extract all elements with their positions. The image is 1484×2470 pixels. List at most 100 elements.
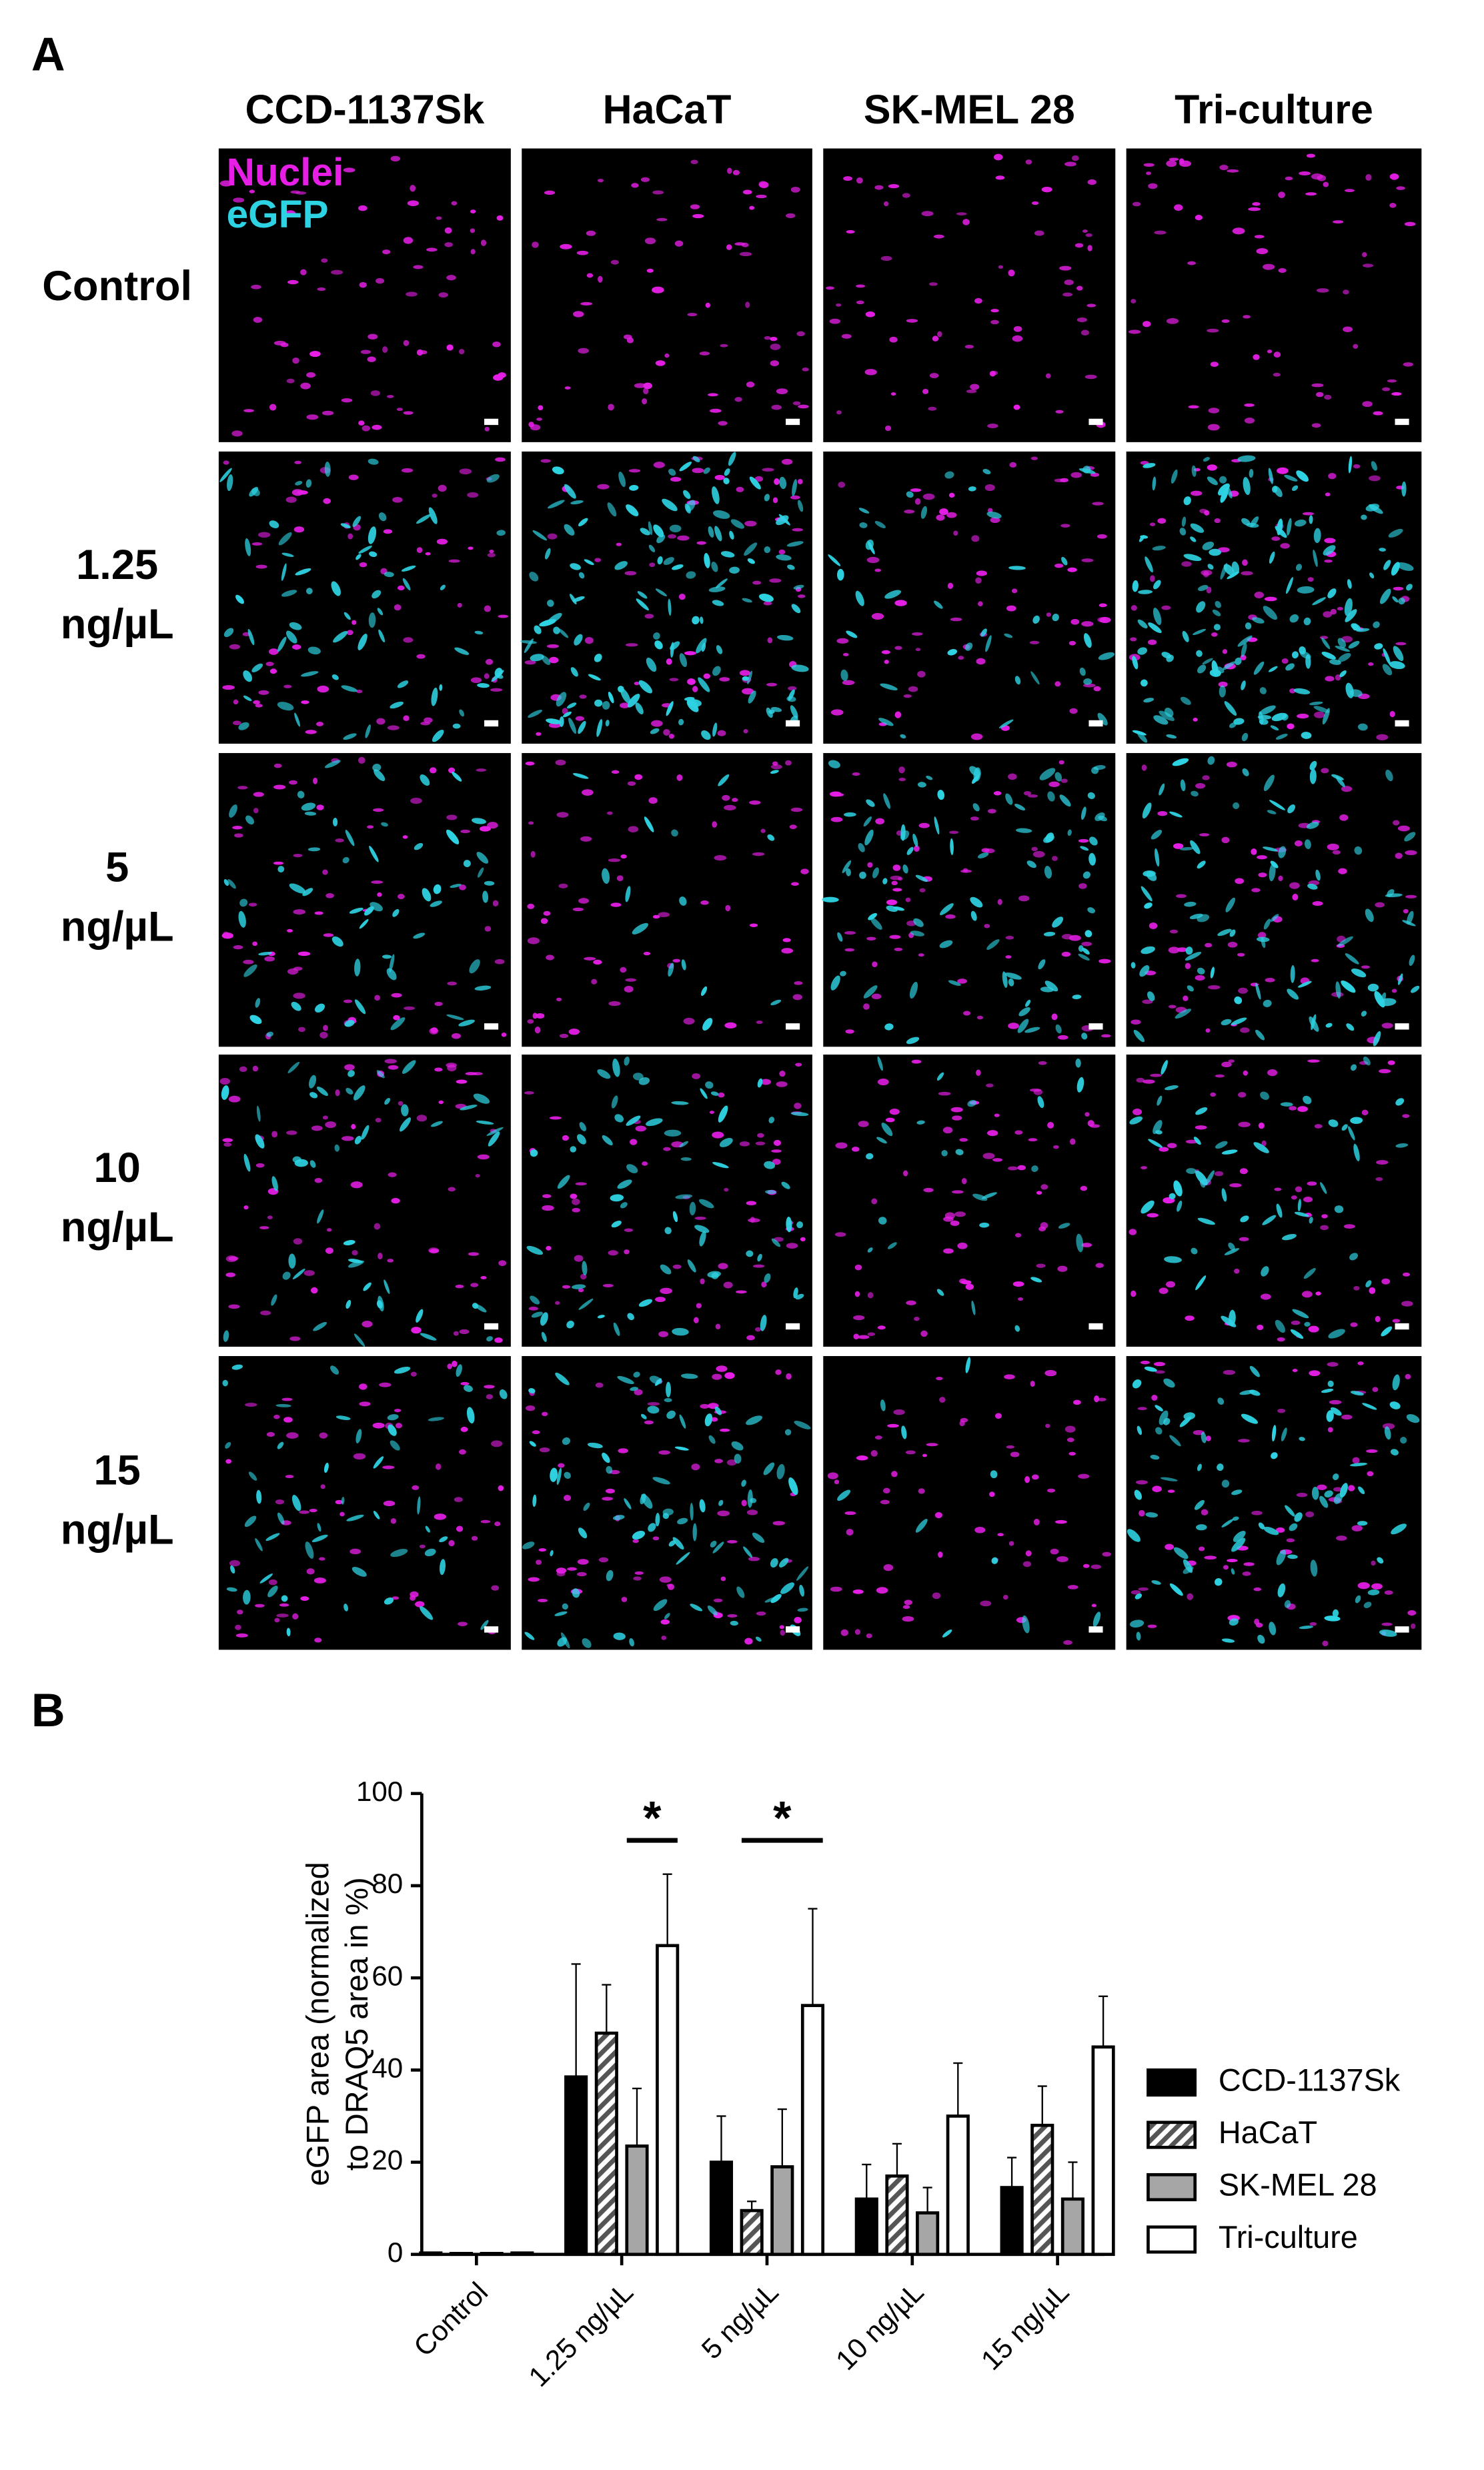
egfp-cell	[1335, 646, 1350, 652]
nucleus	[608, 1001, 621, 1007]
nucleus	[367, 334, 378, 340]
nucleus	[1396, 186, 1405, 190]
nucleus	[1141, 764, 1147, 771]
nucleus	[655, 360, 666, 366]
egfp-cell	[937, 790, 945, 800]
nucleus	[547, 533, 558, 540]
nucleus	[403, 637, 414, 643]
egfp-cell	[757, 1078, 763, 1088]
nucleus	[438, 1100, 444, 1105]
nucleus	[1402, 1114, 1410, 1118]
nucleus	[1140, 1360, 1151, 1365]
egfp-cell	[1169, 1193, 1176, 1199]
nucleus	[273, 861, 284, 865]
egfp-cell	[1344, 598, 1353, 616]
nucleus	[872, 961, 878, 968]
nucleus	[624, 571, 637, 576]
nucleus	[1157, 810, 1168, 816]
egfp-cell	[348, 1259, 363, 1263]
egfp-cell	[760, 1315, 767, 1331]
egfp-cell	[1367, 983, 1379, 992]
nucleus	[624, 986, 634, 993]
nucleus	[1291, 1320, 1301, 1325]
nucleus	[382, 1465, 395, 1469]
micrograph-background	[218, 148, 511, 442]
egfp-cell	[238, 722, 249, 730]
egfp-cell	[710, 1091, 719, 1096]
egfp-cell	[1281, 1233, 1297, 1241]
nucleus	[1242, 1571, 1251, 1576]
egfp-cell	[287, 1061, 300, 1073]
nucleus	[1313, 711, 1325, 718]
nucleus	[790, 187, 800, 193]
egfp-cell	[311, 1534, 328, 1543]
egfp-cell	[1289, 1523, 1298, 1531]
egfp-cell	[915, 1519, 928, 1533]
nucleus	[610, 259, 619, 265]
egfp-cell	[245, 815, 254, 825]
egfp-cell	[1155, 1405, 1163, 1411]
nucleus	[306, 1568, 315, 1575]
nucleus	[232, 720, 241, 726]
egfp-cell	[464, 1385, 473, 1392]
egfp-cell	[644, 816, 654, 832]
egfp-cell	[844, 812, 856, 817]
egfp-cell	[1185, 952, 1202, 961]
egfp-cell	[887, 1242, 897, 1249]
egfp-cell	[291, 1494, 301, 1511]
egfp-cell	[1349, 689, 1363, 697]
nucleus	[323, 1025, 328, 1031]
egfp-cell	[1257, 1634, 1265, 1644]
nucleus	[982, 1153, 995, 1159]
nucleus	[906, 319, 918, 323]
nucleus	[233, 945, 243, 950]
nucleus	[773, 1139, 781, 1147]
egfp-cell	[1332, 1609, 1339, 1618]
nucleus	[1329, 1399, 1342, 1405]
egfp-cell	[307, 847, 321, 852]
nucleus	[1015, 1233, 1022, 1238]
nucleus	[854, 1264, 862, 1271]
nucleus	[644, 237, 656, 245]
egfp-cell	[1249, 469, 1254, 478]
nucleus	[536, 1560, 542, 1565]
nucleus	[492, 341, 501, 348]
nucleus	[724, 804, 736, 810]
egfp-cell	[1350, 1117, 1363, 1124]
row-label: 10	[93, 1145, 140, 1191]
nucleus	[273, 340, 286, 346]
nucleus	[562, 1135, 570, 1141]
column-header: HaCaT	[603, 87, 732, 132]
egfp-cell	[288, 1253, 296, 1269]
egfp-cell	[367, 458, 379, 465]
nucleus	[489, 549, 494, 554]
nucleus	[374, 995, 381, 1001]
egfp-cell	[1232, 1516, 1239, 1521]
egfp-cell	[359, 918, 369, 929]
nucleus	[470, 677, 482, 684]
egfp-cell	[1159, 710, 1175, 721]
egfp-cell	[633, 1371, 640, 1378]
nucleus	[1195, 975, 1205, 981]
egfp-cell	[345, 829, 355, 846]
nucleus	[649, 562, 656, 568]
nucleus	[487, 822, 498, 829]
egfp-cell	[680, 1373, 698, 1379]
nucleus	[1278, 267, 1287, 273]
nucleus	[727, 1614, 738, 1618]
egfp-cell	[374, 769, 386, 782]
egfp-cell	[1309, 515, 1313, 524]
egfp-cell	[723, 478, 730, 484]
nucleus	[1325, 492, 1331, 497]
egfp-cell	[584, 559, 594, 566]
egfp-cell	[1255, 983, 1261, 1000]
egfp-cell	[277, 702, 294, 711]
x-tick-label: 10 ng/µL	[830, 2276, 930, 2376]
nucleus	[994, 1113, 1000, 1117]
egfp-cell	[1304, 1321, 1311, 1327]
nucleus	[841, 334, 852, 339]
nucleus	[1098, 603, 1107, 608]
nucleus	[351, 1250, 358, 1256]
egfp-cell	[652, 1477, 670, 1485]
